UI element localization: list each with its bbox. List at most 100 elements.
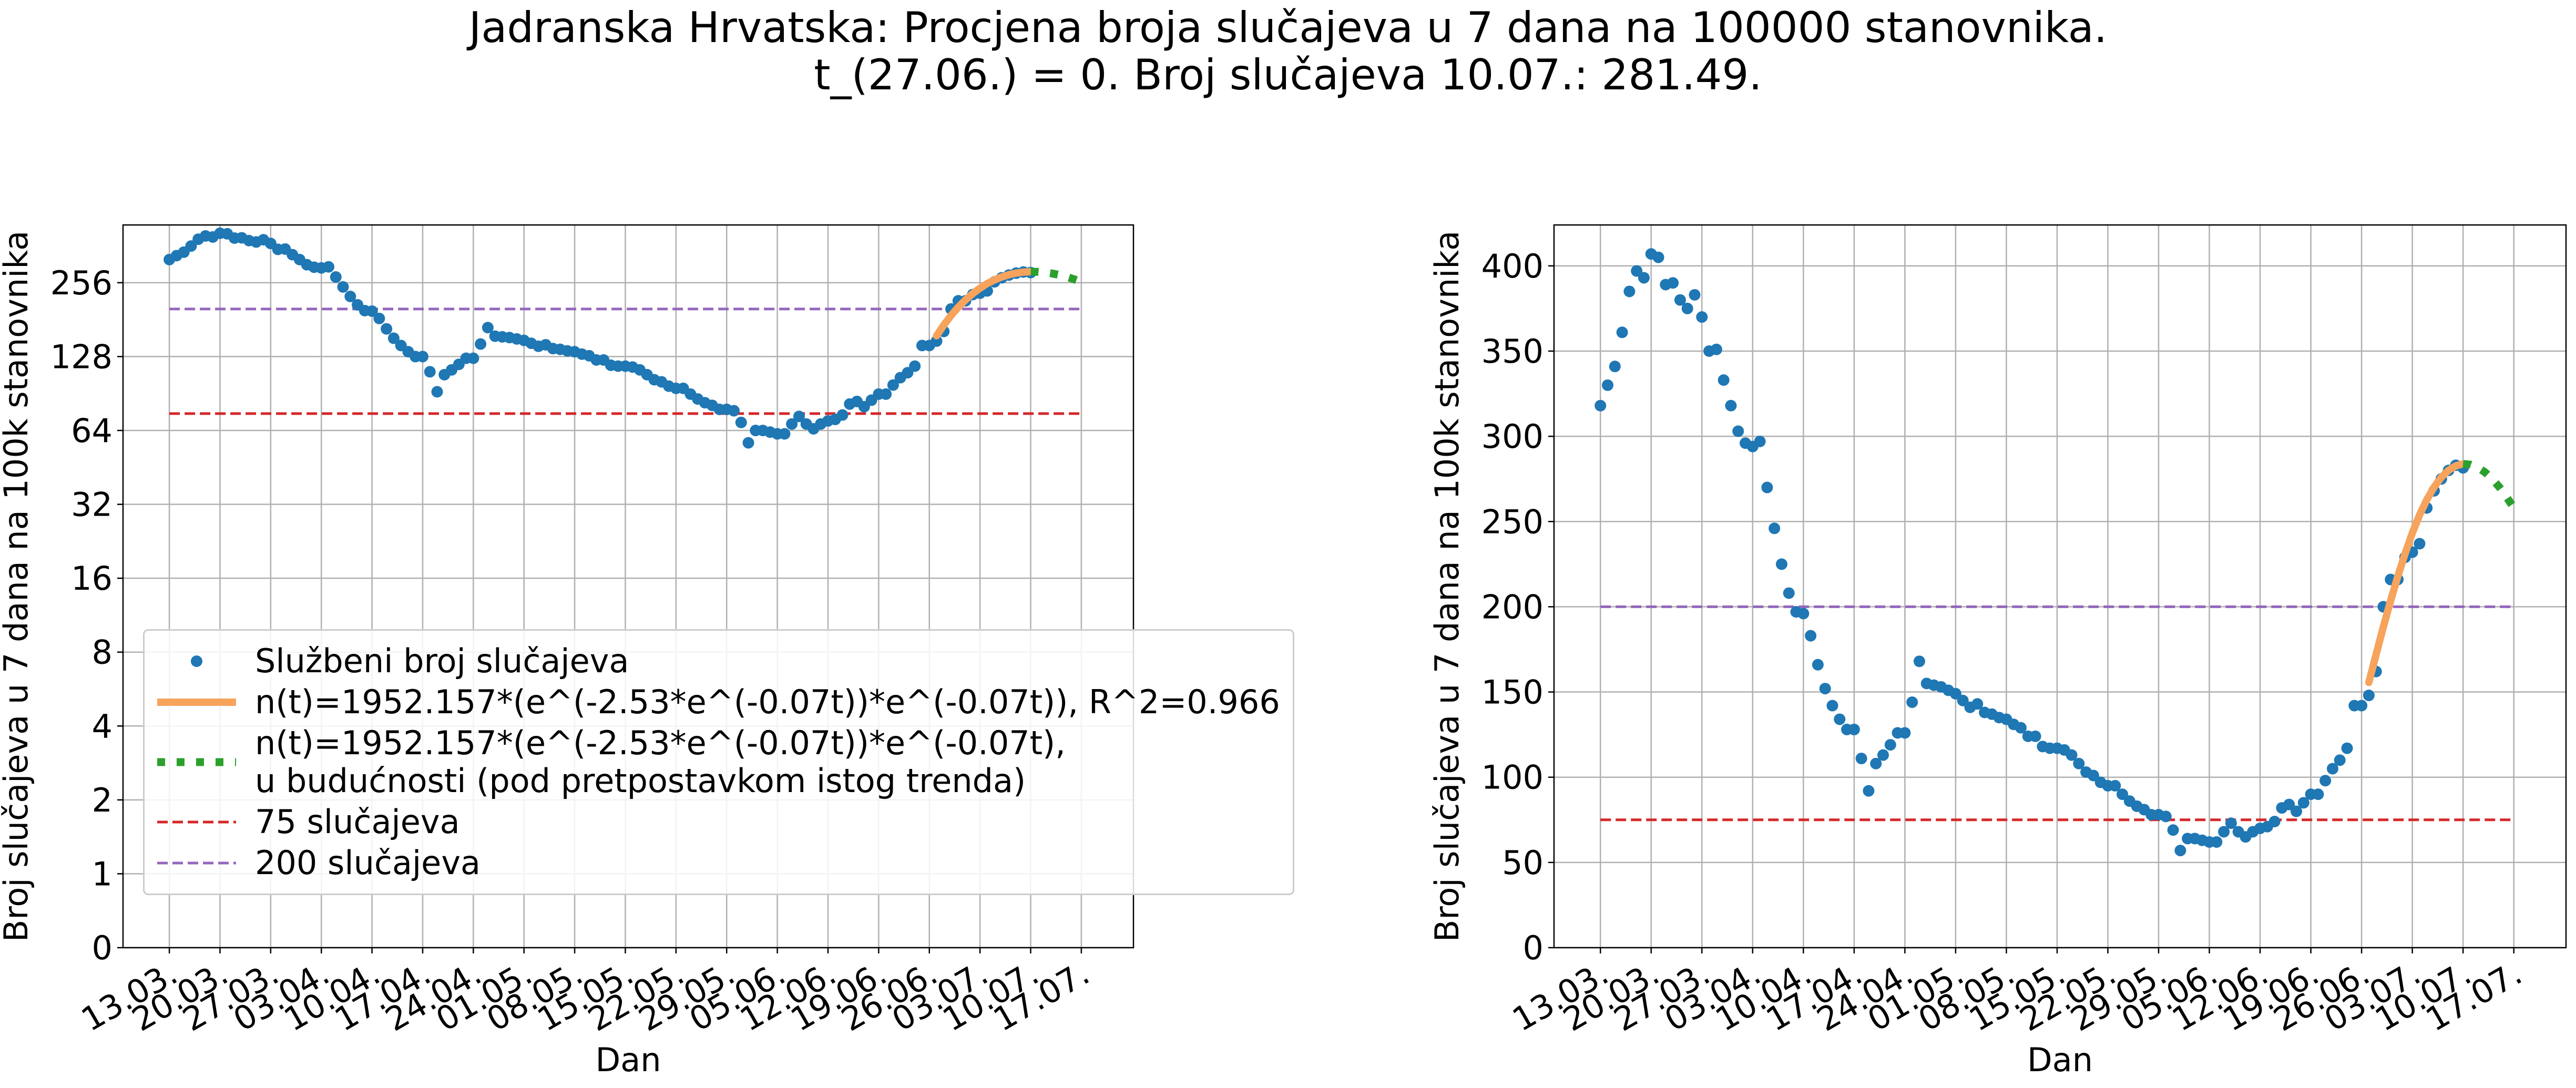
legend-swatch xyxy=(157,699,236,706)
data-point xyxy=(1681,302,1693,314)
axes-frame xyxy=(122,224,1134,949)
data-point xyxy=(1674,294,1686,306)
legend-swatch xyxy=(191,655,202,667)
data-point xyxy=(424,366,436,378)
legend: Službeni broj slučajeva n(t)=1952.157*(e^… xyxy=(143,629,1294,895)
data-line xyxy=(2365,460,2467,686)
y-tick-label: 16 xyxy=(71,559,113,598)
legend-entry: n(t)=1952.157*(e^(-2.53*e^(-0.07t))*e^(-… xyxy=(157,724,1280,800)
y-tick-label: 1 xyxy=(92,855,113,893)
axes-frame xyxy=(1553,224,2567,949)
y-axis-label: Broj slučajeva u 7 dana na 100k stanovni… xyxy=(1428,231,1466,942)
data-point xyxy=(1631,265,1643,277)
y-tick-label: 32 xyxy=(71,486,113,524)
data-point xyxy=(786,418,798,430)
data-point xyxy=(1834,713,1846,725)
data-point xyxy=(1870,757,1882,769)
data-point xyxy=(1769,522,1781,535)
y-tick-label: 400 xyxy=(1481,247,1543,285)
data-point xyxy=(2109,779,2121,792)
legend-swatch xyxy=(157,758,236,766)
data-point xyxy=(2211,836,2223,848)
y-tick-label: 256 xyxy=(50,264,113,302)
data-point xyxy=(887,379,899,391)
legend-entry: 200 slučajeva xyxy=(157,844,1280,882)
data-point xyxy=(2291,805,2303,817)
data-point xyxy=(1877,749,1889,761)
data-point xyxy=(1718,374,1730,386)
data-point xyxy=(1913,655,1925,668)
legend-swatch xyxy=(157,861,236,865)
data-point xyxy=(467,352,479,364)
data-point xyxy=(185,240,197,252)
data-point xyxy=(1819,683,1831,695)
data-point xyxy=(2087,769,2099,782)
legend-label: n(t)=1952.157*(e^(-2.53*e^(-0.07t))*e^(-… xyxy=(255,683,1280,721)
data-point xyxy=(1732,425,1744,437)
data-point xyxy=(1725,399,1737,412)
data-point xyxy=(793,410,805,423)
data-point xyxy=(337,281,349,293)
data-point xyxy=(2073,757,2085,769)
data-point xyxy=(1812,659,1824,671)
data-point xyxy=(2334,754,2346,766)
legend-entry: Službeni broj slučajeva xyxy=(157,642,1280,680)
data-point xyxy=(2312,788,2324,800)
y-tick-label: 4 xyxy=(92,707,113,745)
y-tick-label: 8 xyxy=(92,633,113,672)
data-point xyxy=(2268,816,2281,828)
y-tick-label: 100 xyxy=(1481,758,1543,797)
legend-label: n(t)=1952.157*(e^(-2.53*e^(-0.07t))*e^(-… xyxy=(255,724,1066,800)
data-point xyxy=(1906,696,1918,709)
data-point xyxy=(1754,435,1766,447)
data-point xyxy=(1899,727,1911,739)
data-point xyxy=(1761,481,1773,494)
data-point xyxy=(366,305,378,317)
data-point xyxy=(416,351,428,363)
y-tick-label: 64 xyxy=(71,412,113,450)
legend-swatch xyxy=(157,820,236,824)
data-point xyxy=(2356,700,2368,712)
data-line xyxy=(2462,460,2517,510)
data-point xyxy=(909,360,921,372)
plot: 05010015020025030035040013.03.20.03.27.0… xyxy=(1428,224,2567,1079)
data-point xyxy=(344,291,356,303)
data-point xyxy=(1826,700,1838,712)
data-point xyxy=(2225,817,2237,829)
data-point xyxy=(1805,630,1817,642)
data-point xyxy=(2283,798,2295,810)
legend-label: 200 slučajeva xyxy=(255,844,481,882)
data-point xyxy=(1775,558,1787,570)
data-point xyxy=(1710,343,1722,355)
data-point xyxy=(1884,739,1896,751)
data-point xyxy=(1863,785,1875,797)
y-tick-label: 2 xyxy=(92,781,113,819)
data-point xyxy=(2319,775,2332,787)
data-point xyxy=(2066,749,2078,761)
legend-label: Službeni broj slučajeva xyxy=(255,642,629,680)
data-point xyxy=(1667,277,1679,289)
data-point xyxy=(735,416,747,428)
y-tick-label: 128 xyxy=(50,337,113,376)
figure-title: Jadranska Hrvatska: Procjena broja sluča… xyxy=(468,3,2108,99)
data-point xyxy=(836,409,849,421)
data-point xyxy=(323,261,335,273)
data-point xyxy=(1623,285,1635,297)
data-point xyxy=(2029,730,2041,742)
data-point xyxy=(1602,379,1614,391)
data-point xyxy=(1957,694,1969,706)
data-point xyxy=(1855,753,1867,765)
y-tick-label: 0 xyxy=(1523,929,1543,967)
data-line xyxy=(933,268,1035,340)
data-point xyxy=(475,338,487,350)
plot-area xyxy=(163,227,1083,449)
data-point xyxy=(1783,587,1795,599)
data-line xyxy=(1030,268,1083,286)
data-point xyxy=(2297,797,2309,809)
data-point xyxy=(387,332,400,344)
data-point xyxy=(1949,687,1961,700)
data-point xyxy=(2167,824,2179,836)
data-point xyxy=(880,388,892,400)
